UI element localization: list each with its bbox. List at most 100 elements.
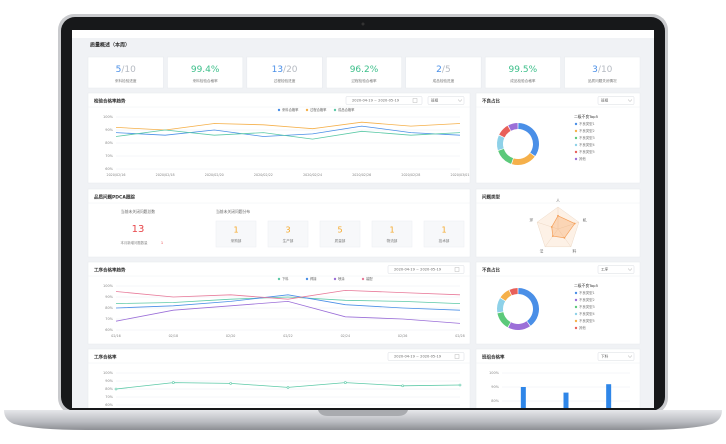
legend-label: 成品合格率 (338, 107, 355, 112)
dist-value: 5 (337, 226, 342, 235)
select-caret (457, 99, 463, 102)
y-tick-label: 60% (105, 403, 113, 407)
series-line (115, 125, 461, 137)
bar (520, 387, 526, 408)
series-line (115, 129, 461, 140)
radar-point (563, 236, 566, 239)
select-box[interactable] (597, 352, 635, 361)
kpi-label: 成品检验进度 (433, 78, 455, 83)
y-tick-label: 60% (105, 167, 113, 171)
legend-swatch (574, 129, 578, 133)
donut-slice (508, 123, 518, 131)
legend-swatch (277, 108, 281, 112)
panel-title: 工序合格率 (94, 354, 117, 361)
select-box[interactable] (597, 265, 635, 274)
date-range-box[interactable] (387, 265, 465, 274)
legend-swatch (574, 157, 578, 161)
x-tick-label: 2020/03/01 (450, 173, 469, 177)
point (401, 384, 404, 388)
kpi-main: 96.2% (350, 65, 379, 75)
y-tick-label: 80% (491, 399, 499, 403)
legend-swatch (333, 277, 337, 281)
bar (606, 384, 612, 408)
legend-swatch (305, 108, 309, 112)
point (344, 381, 347, 384)
dist-dept: 生产部 (283, 238, 294, 243)
panel-title: 问题类型 (482, 194, 500, 201)
dist-card (215, 220, 257, 248)
y-tick-label: 100% (103, 371, 114, 375)
kpi-total: /10 (121, 65, 136, 75)
kpi-value: 3/10 (592, 65, 612, 75)
x-tick-label: 02/22 (283, 334, 293, 338)
total-value: 13 (132, 224, 145, 235)
dist-label: 当前未关闭问题分布 (216, 209, 250, 214)
y-tick-label: 90% (105, 295, 113, 299)
kpi-main: 99.5% (509, 65, 538, 75)
legend-swatch (277, 277, 281, 281)
select-caret (627, 99, 633, 102)
panel-title: 工序合格率趋势 (94, 267, 126, 274)
y-tick-label: 90% (105, 379, 113, 383)
notch (318, 410, 408, 416)
select-box[interactable] (597, 96, 635, 105)
panel-title: 不良占比 (482, 98, 500, 105)
x-tick-label: 02/20 (226, 334, 236, 338)
panel-title: 品质问题PDCA跟踪 (94, 194, 135, 201)
kpi-value: 13/20 (272, 65, 298, 75)
kpi-value: 96.2% (350, 65, 379, 75)
panel (87, 92, 471, 184)
kpi-label: 过程检验进度 (274, 78, 296, 83)
x-tick-label: 2020/02/16 (106, 173, 125, 177)
kpi-total: /20 (283, 65, 298, 75)
dist-dept: 物流部 (387, 238, 398, 243)
dist-card (319, 220, 361, 248)
donut-slice (509, 288, 518, 296)
kpi-main: 13 (272, 65, 283, 75)
legend-swatch (574, 136, 578, 140)
legend-swatch (574, 122, 578, 126)
donut-slice (500, 290, 512, 301)
kpi-total: /5 (442, 65, 451, 75)
legend-swatch (574, 143, 578, 147)
dist-card (371, 220, 413, 248)
dashboard: 质量概述（本周）5/10来料检验进度99.4%来料检验合格率13/20过程检验进… (72, 30, 654, 408)
radar-label: 机 (583, 217, 587, 222)
laptop-base (4, 410, 722, 430)
y-tick-label: 80% (105, 387, 113, 391)
radar-area (551, 215, 576, 239)
kpi-total: /10 (598, 65, 613, 75)
legend-label: 装配 (366, 276, 373, 281)
kpi-card (326, 56, 402, 89)
x-tick-label: 2020/02/28 (401, 173, 420, 177)
dist-card (423, 220, 465, 248)
panel-title: 检验合格率趋势 (94, 98, 126, 105)
legend-label: 不良类型3 (579, 304, 595, 309)
y-tick-label: 100% (103, 284, 114, 288)
kpi-label: 来料检验进度 (115, 78, 137, 83)
legend-swatch (574, 305, 578, 309)
kpi-value: 99.5% (509, 65, 538, 75)
new-label: 本月新增问题数量 (120, 240, 148, 245)
date-range-box[interactable] (387, 352, 465, 361)
total-label: 当前未关闭问题总数 (121, 209, 155, 214)
donut-slice (498, 148, 514, 164)
date-range: 2020-04-19 ~ 2020-05-19 (352, 99, 400, 103)
select-value: 下料 (601, 354, 609, 359)
x-tick-label: 02/18 (169, 334, 179, 338)
radar-point (557, 214, 559, 217)
legend-label: 不良类型3 (579, 135, 595, 140)
panel-title: 班组合格率 (482, 354, 505, 361)
y-tick-label: 100% (103, 115, 114, 119)
point (229, 382, 232, 385)
donut-slice (508, 321, 531, 330)
kpi-value: 2/5 (436, 65, 451, 75)
donut-slice (497, 312, 511, 328)
date-range-box[interactable] (345, 96, 423, 105)
kpi-value: 99.4% (191, 65, 220, 75)
select-box[interactable] (427, 96, 465, 105)
kpi-card (484, 56, 561, 89)
dist-card (267, 220, 309, 248)
calendar-icon (412, 98, 418, 103)
x-tick-label: 02/16 (111, 334, 121, 338)
